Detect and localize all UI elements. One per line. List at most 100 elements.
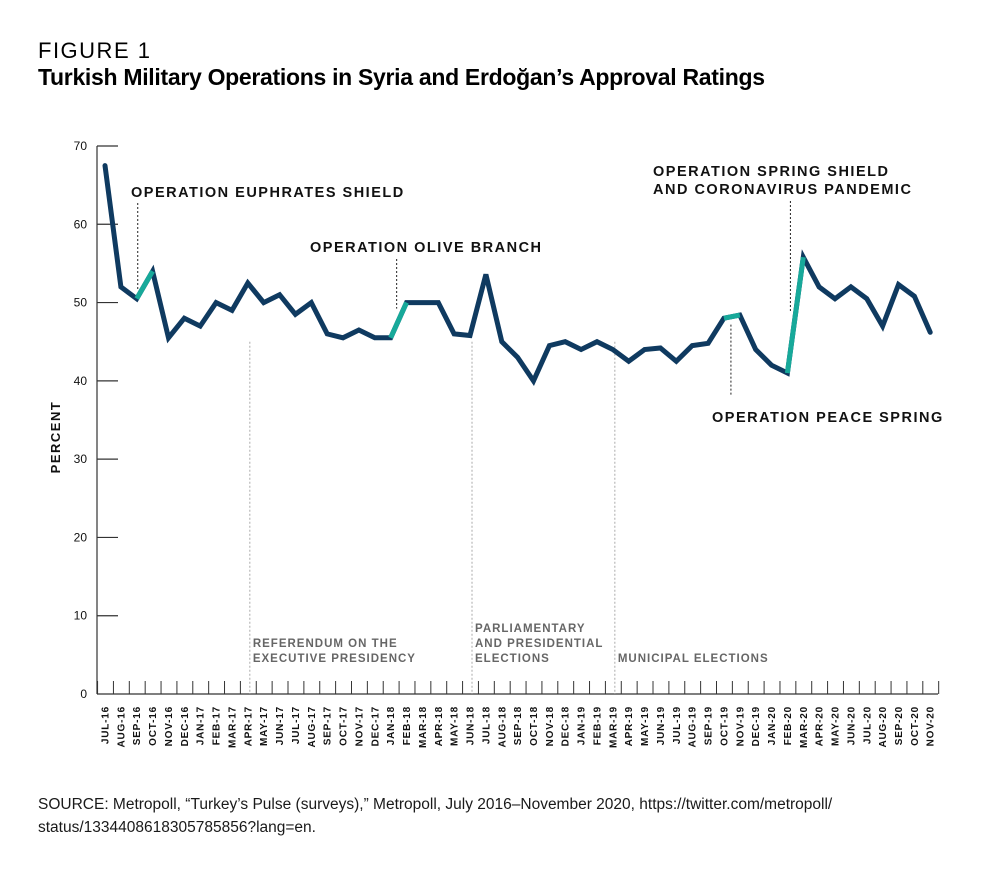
y-tick-label: 20 [74, 530, 88, 544]
data-point [388, 335, 393, 340]
data-point [817, 284, 822, 289]
data-series [102, 163, 933, 387]
highlighted-segment [723, 312, 741, 321]
x-tick-label: APR-17 [243, 706, 254, 746]
x-tick-label: JAN-18 [386, 706, 397, 745]
x-tick-label: SEP-18 [513, 706, 524, 745]
data-point [674, 359, 679, 364]
data-point [245, 281, 250, 286]
data-point [690, 343, 695, 348]
y-tick-label: 30 [74, 452, 88, 466]
x-tick-label: NOV-20 [926, 706, 937, 746]
x-tick-label: JAN-19 [577, 706, 588, 745]
data-point [214, 300, 219, 305]
x-tick-label: JUL-20 [862, 706, 873, 744]
event-label: PARLIAMENTARY [475, 623, 586, 635]
data-point [499, 339, 504, 344]
data-point [737, 313, 742, 318]
x-tick-label: DEC-18 [561, 706, 572, 746]
x-tick-label: FEB-19 [592, 706, 603, 745]
x-tick-label: AUG-19 [688, 706, 699, 747]
x-tick-label: FEB-20 [783, 706, 794, 745]
x-tick-label: NOV-16 [164, 706, 175, 746]
event-label: EXECUTIVE PRESIDENCY [253, 653, 416, 665]
event-label: AND PRESIDENTIAL [475, 638, 603, 650]
x-tick-label: FEB-17 [212, 706, 223, 745]
x-tick-label: JAN-20 [767, 706, 778, 745]
data-point [579, 347, 584, 352]
x-tick-label: SEP-19 [704, 706, 715, 745]
data-point [166, 335, 171, 340]
x-tick-label: NOV-19 [735, 706, 746, 746]
x-tick-label: OCT-18 [529, 706, 540, 746]
data-point [721, 316, 726, 321]
y-tick-label: 40 [74, 374, 88, 388]
y-tick-label: 10 [74, 609, 88, 623]
data-point [785, 371, 790, 376]
operation-label: OPERATION EUPHRATES SHIELD [131, 185, 405, 201]
figure-label: FIGURE 1 [38, 38, 152, 63]
x-tick-label: APR-20 [815, 706, 826, 746]
x-tick-label: MAR-18 [418, 706, 429, 748]
x-tick-label: MAR-20 [799, 706, 810, 748]
data-point [372, 335, 377, 340]
x-tick-label: OCT-20 [910, 706, 921, 746]
data-point [594, 339, 599, 344]
x-tick-label: SEP-17 [323, 706, 334, 745]
data-point [261, 300, 266, 305]
data-point [229, 308, 234, 313]
x-tick-label: SEP-16 [132, 706, 143, 745]
x-tick-label: JUL-19 [672, 706, 683, 744]
data-point [848, 284, 853, 289]
x-tick-label: MAY-19 [640, 706, 651, 746]
data-point [928, 330, 933, 335]
x-tick-label: JUN-20 [846, 706, 857, 745]
x-tick-label: OCT-16 [148, 706, 159, 746]
data-point [531, 378, 536, 383]
operation-label: OPERATION SPRING SHIELD [653, 164, 889, 180]
data-point [642, 347, 647, 352]
data-point [325, 331, 330, 336]
x-tick-label: MAY-17 [259, 706, 270, 746]
event-label: ELECTIONS [475, 653, 550, 665]
data-point [912, 294, 917, 299]
data-point [753, 347, 758, 352]
data-point [706, 341, 711, 346]
data-point [626, 359, 631, 364]
x-tick-label: MAY-18 [450, 706, 461, 746]
x-tick-label: JUN-19 [656, 706, 667, 745]
x-tick-label: DEC-19 [751, 706, 762, 746]
x-tick-label: APR-18 [434, 706, 445, 746]
x-tick-label: OCT-19 [719, 706, 730, 746]
data-point [356, 327, 361, 332]
data-point [610, 347, 615, 352]
axes: 0 10 20 30 40 50 60 70 JUL-16 AUG-16 SEP-16 OCT-16 N… [74, 139, 940, 748]
data-point [896, 282, 901, 287]
data-point [103, 163, 108, 168]
highlighted-segment [134, 270, 155, 300]
x-tick-label: JUL-17 [291, 706, 302, 744]
x-tick-label: AUG-18 [497, 706, 508, 747]
x-tick-label: DEC-16 [180, 706, 191, 746]
x-tick-label: OCT-17 [339, 706, 350, 746]
figure-title: Turkish Military Operations in Syria and… [38, 64, 765, 90]
data-point [769, 363, 774, 368]
event-markers: REFERENDUM ON THE EXECUTIVE PRESIDENCY PAR… [249, 341, 769, 694]
data-point [452, 331, 457, 336]
operation-label: OPERATION OLIVE BRANCH [310, 240, 543, 256]
x-tick-label: AUG-20 [878, 706, 889, 747]
highlighted-segment [784, 256, 806, 374]
source-note: SOURCE: Metropoll, “Turkey’s Pulse (surv… [38, 796, 833, 836]
data-point [182, 316, 187, 321]
data-point [864, 296, 869, 301]
event-label: MUNICIPAL ELECTIONS [618, 653, 769, 665]
data-point [515, 355, 520, 360]
x-tick-label: JUL-18 [481, 706, 492, 744]
x-tick-label: NOV-18 [545, 706, 556, 746]
x-tick-label: AUG-17 [307, 706, 318, 747]
data-point [293, 312, 298, 317]
x-tick-label: NOV-17 [354, 706, 365, 746]
data-point [547, 343, 552, 348]
data-point [150, 269, 155, 274]
